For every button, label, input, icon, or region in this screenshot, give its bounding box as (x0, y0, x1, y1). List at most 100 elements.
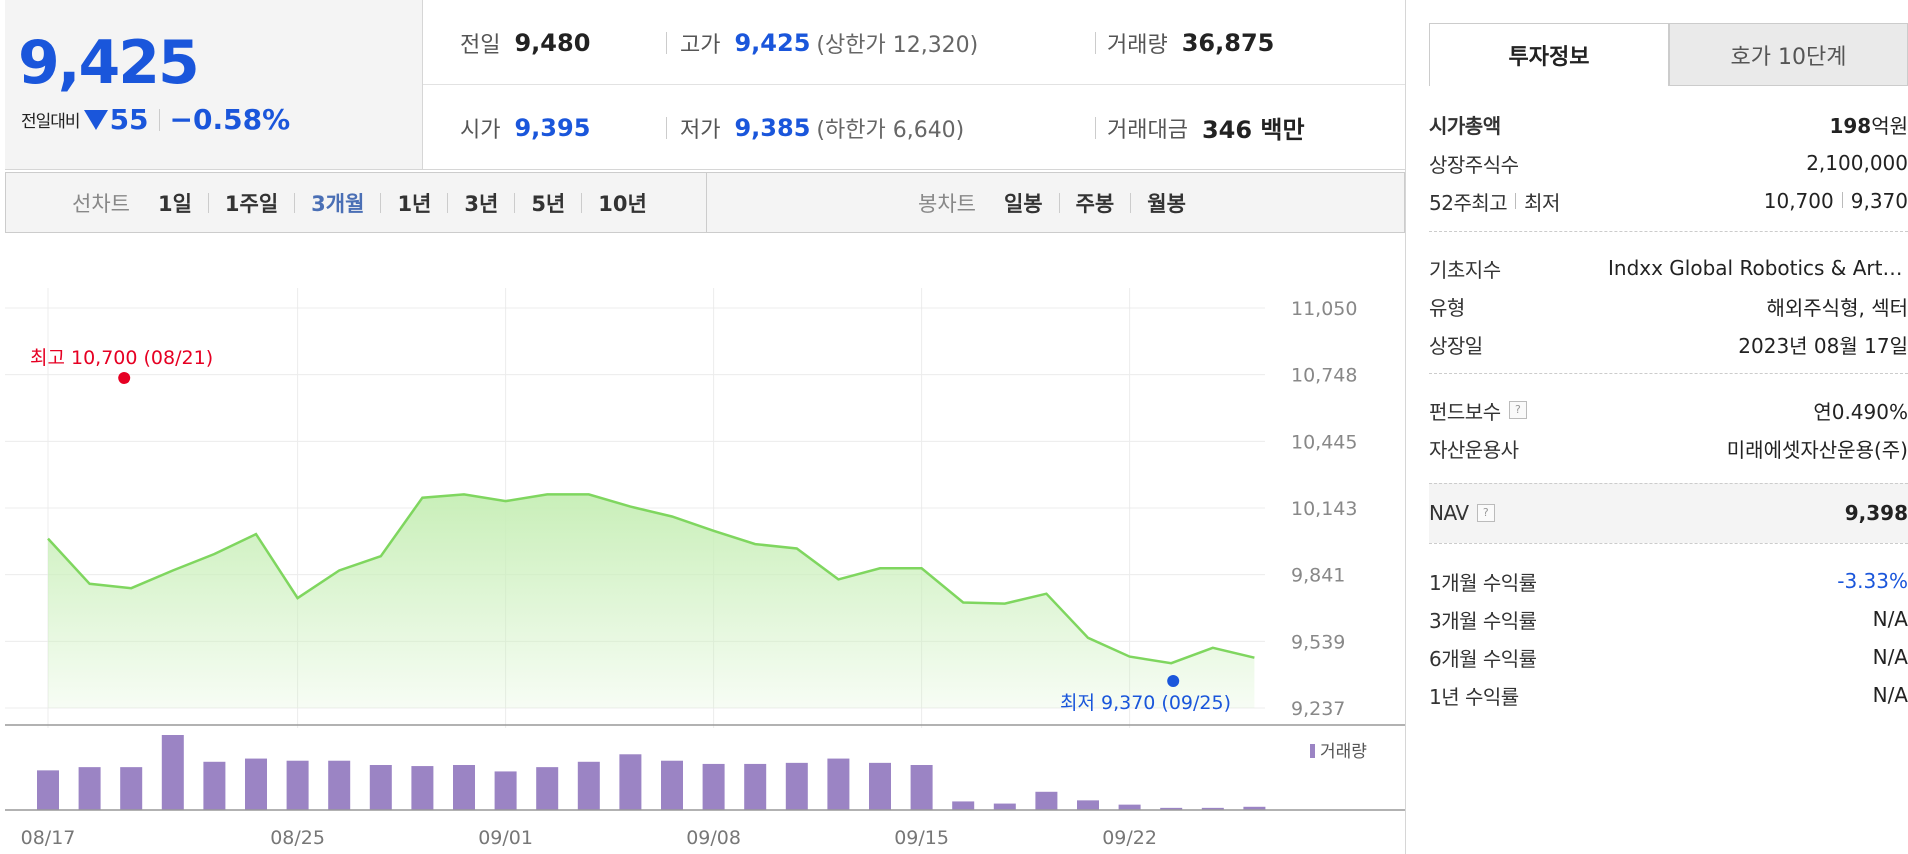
tab-weekly-candle[interactable]: 주봉 (1075, 191, 1115, 216)
return-6m-label: 6개월 수익률 (1429, 646, 1537, 671)
upper-limit: (상한가 12,320) (816, 32, 979, 58)
section-divider (1429, 231, 1908, 232)
volume-bar (78, 767, 101, 810)
down-arrow-icon (83, 109, 108, 130)
x-tick-label: 09/22 (1102, 827, 1157, 849)
low-marker (1167, 675, 1180, 687)
y-tick-label: 9,237 (1291, 698, 1345, 720)
tab-monthly-candle[interactable]: 월봉 (1147, 191, 1186, 216)
volume-bar (1118, 804, 1141, 810)
tab-orderbook-10[interactable]: 호가 10단계 (1669, 23, 1908, 86)
volume-bar (453, 765, 475, 810)
week52-high-value: 10,700 (1763, 189, 1834, 213)
return-1y-label: 1년 수익률 (1429, 684, 1519, 709)
quote-row-1: 전일 9,480 고가 9,425 (상한가 12,320) 거래량 36,87… (423, 0, 1405, 85)
tab-1d[interactable]: 1일 (157, 191, 192, 216)
help-icon[interactable]: ? (1508, 401, 1527, 419)
week52-low-label: 최저 (1524, 190, 1560, 215)
change-label: 전일대비 (21, 112, 81, 132)
line-chart-tabs: 선차트 1일 1주일 3개월 1년 3년 5년 10년 (72, 173, 649, 232)
tab-daily-candle[interactable]: 일봉 (1003, 191, 1043, 216)
volume-bar (993, 803, 1016, 810)
line-chart-title: 선차트 (72, 191, 130, 216)
nav-label: NAV? (1429, 501, 1495, 525)
return-1m-value: -3.33% (1837, 569, 1908, 593)
high-label: 고가 (680, 32, 721, 58)
volume-bar (619, 754, 642, 810)
x-axis-ticks: 08/17 08/25 09/01 09/08 09/15 09/22 (21, 827, 1157, 849)
high-annotation: 최고 10,700 (08/21) (30, 347, 213, 369)
x-tick-label: 08/25 (270, 827, 325, 849)
tab-5y[interactable]: 5년 (531, 191, 566, 216)
return-1y-value: N/A (1872, 683, 1908, 707)
tab-1w[interactable]: 1주일 (224, 191, 279, 216)
nav-box (1429, 483, 1908, 543)
tab-divider (1130, 192, 1132, 213)
tab-3y[interactable]: 3년 (464, 191, 499, 216)
volume-value: 36,875 (1181, 28, 1275, 57)
price-chart: 11,05010,74810,44510,1439,8419,5399,237 … (5, 288, 1405, 849)
section-divider (1429, 373, 1908, 374)
candle-chart-title: 봉차트 (918, 191, 976, 216)
base-index-value: Indxx Global Robotics & Artif… (1608, 256, 1908, 280)
tab-investment-info[interactable]: 투자정보 (1429, 23, 1669, 86)
x-tick-label: 09/01 (478, 827, 533, 849)
tab-1y[interactable]: 1년 (397, 191, 432, 216)
volume-bar (1243, 806, 1266, 810)
change-value: 55 (109, 103, 149, 136)
volume-bar (702, 763, 725, 810)
nav-number: 9,398 (1844, 501, 1908, 525)
week52-row: 52주최고 최저 10,700 9,370 (1429, 185, 1908, 217)
volume-bar (869, 762, 891, 810)
y-tick-label: 9,841 (1291, 565, 1345, 587)
asset-manager-row: 자산운용사 미래에셋자산운용(주) (1429, 432, 1908, 464)
tab-3m[interactable]: 3개월 (311, 191, 365, 216)
x-tick-label: 09/08 (686, 827, 741, 849)
volume-bar (744, 763, 767, 810)
prev-close-cell: 전일 9,480 (460, 0, 590, 85)
asset-manager-value: 미래에셋자산운용(주) (1726, 437, 1908, 462)
market-cap-row: 시가총액 198억원 (1429, 108, 1908, 140)
amount-cell: 거래대금 346 백만 (1107, 85, 1305, 170)
market-cap-value: 198억원 (1829, 110, 1908, 139)
tab-divider (294, 192, 296, 213)
low-value: 9,385 (734, 113, 811, 142)
volume-bar (536, 767, 559, 810)
volume-bar (1077, 800, 1099, 810)
volume-cell: 거래량 36,875 (1107, 0, 1274, 85)
y-axis-ticks: 11,050 10,748 10,445 10,143 9,841 9,539 9,237 (1291, 298, 1357, 720)
investment-info-panel: 투자정보 호가 10단계 시가총액 198억원 상장주식수 2,100,000 … (1405, 0, 1908, 854)
fund-type-value: 해외주식형, 섹터 (1766, 295, 1908, 320)
open-cell: 시가 9,395 (460, 85, 590, 170)
prev-close-label: 전일 (460, 32, 501, 58)
open-value: 9,395 (514, 113, 591, 142)
volume-legend-swatch (1310, 744, 1315, 758)
section-divider (1429, 543, 1908, 544)
quote-divider (1095, 117, 1096, 139)
x-tick-label: 09/15 (894, 827, 949, 849)
tab-divider (380, 192, 382, 213)
tab-10y[interactable]: 10년 (598, 191, 647, 216)
help-icon[interactable]: ? (1476, 504, 1495, 522)
volume-bar (120, 767, 143, 810)
quote-divider (666, 117, 667, 139)
stock-main-panel: 9,425 전일대비 55 −0.58% 전일 9,480 고가 9,425 (… (5, 0, 1405, 849)
tab-divider (1058, 192, 1060, 213)
fund-type-label: 유형 (1429, 295, 1465, 320)
asset-manager-label: 자산운용사 (1429, 437, 1519, 462)
volume-bar (286, 760, 309, 810)
price-area-layer (47, 493, 1255, 708)
high-cell: 고가 9,425 (상한가 12,320) (680, 0, 978, 85)
volume-bar (1035, 791, 1058, 810)
lower-limit: (하한가 6,640) (816, 117, 965, 143)
value-divider (1841, 192, 1843, 208)
market-cap-unit: 억원 (1871, 113, 1908, 138)
y-tick-label: 10,143 (1291, 498, 1357, 520)
volume-bar (661, 760, 683, 810)
y-tick-label: 10,445 (1291, 431, 1357, 453)
base-index-row: 기초지수 Indxx Global Robotics & Artif… (1429, 252, 1908, 284)
week52-low-value: 9,370 (1850, 189, 1908, 213)
high-marker (118, 372, 131, 384)
y-tick-label: 11,050 (1291, 298, 1357, 320)
low-label: 저가 (680, 117, 721, 143)
